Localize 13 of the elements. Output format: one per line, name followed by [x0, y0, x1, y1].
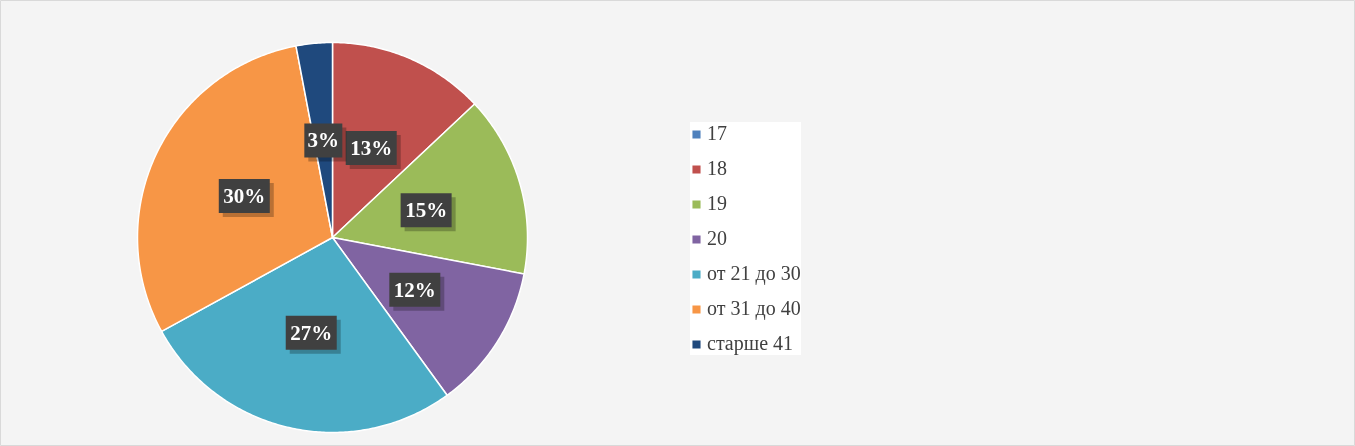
legend-label: 20: [707, 227, 727, 250]
legend-label: от 31 до 40: [707, 297, 801, 320]
data-label: 30%: [223, 183, 266, 208]
data-label: 13%: [350, 136, 393, 161]
data-label: 12%: [393, 277, 436, 302]
legend-label: 19: [707, 192, 727, 215]
legend-label: 18: [707, 157, 727, 180]
data-label: 27%: [290, 320, 333, 345]
legend-label: 17: [707, 122, 727, 145]
data-label: 3%: [307, 128, 340, 153]
legend-label: старше 41: [707, 332, 794, 355]
legend-label: от 21 до 30: [707, 262, 801, 285]
data-label: 15%: [405, 198, 448, 223]
